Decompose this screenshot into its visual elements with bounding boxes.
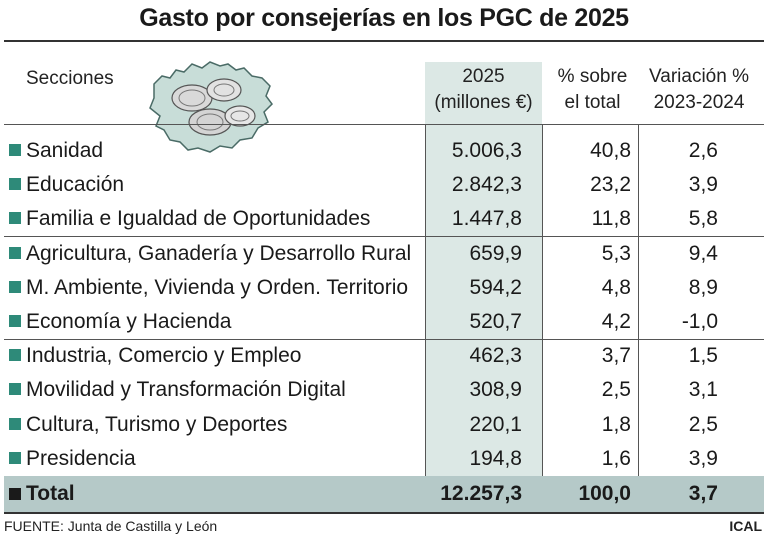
- column-divider-2: [542, 125, 543, 476]
- row-name: Sanidad: [26, 139, 104, 162]
- table-row: Sanidad 5.006,3 40,8 2,6: [4, 134, 764, 168]
- bullet-icon: [9, 212, 21, 225]
- table-row: Cultura, Turismo y Deportes 220,1 1,8 2,5: [4, 408, 764, 442]
- row-var: 1,5: [688, 344, 718, 368]
- row-name: Agricultura, Ganadería y Desarrollo Rura…: [26, 241, 412, 265]
- total-row: Total 12.257,3 100,0 3,7: [4, 476, 764, 512]
- table-row: Industria, Comercio y Empleo 462,3 3,7 1,5: [4, 339, 764, 373]
- bullet-icon: [9, 144, 21, 156]
- total-label: Total: [26, 482, 75, 505]
- row-value: 1.447,8: [451, 207, 522, 231]
- bullet-icon: [9, 280, 21, 293]
- table-row: M. Ambiente, Vivienda y Orden. Territori…: [4, 271, 764, 305]
- euro-coin-4: [224, 105, 256, 127]
- group-separator-1: [4, 236, 764, 237]
- header-secciones: Secciones: [26, 68, 114, 89]
- row-value: 194,8: [469, 446, 522, 470]
- row-pct: 4,2: [601, 310, 631, 333]
- table-row: Educación 2.842,3 23,2 3,9: [4, 168, 764, 202]
- bullet-icon: [9, 451, 21, 464]
- row-var: 5,8: [688, 207, 718, 231]
- table-row: Economía y Hacienda 520,7 4,2 -1,0: [4, 305, 764, 339]
- row-var: 8,9: [688, 275, 718, 299]
- header-pct: % sobre el total: [545, 64, 640, 116]
- header-rule: [4, 124, 764, 125]
- bullet-icon: [9, 246, 21, 259]
- row-pct: 23,2: [590, 173, 631, 197]
- row-pct: 5,3: [601, 241, 631, 265]
- region-map-shape: [149, 61, 273, 153]
- row-value: 2.842,3: [451, 173, 522, 197]
- row-name: Educación: [26, 173, 125, 197]
- total-bullet-icon: [9, 488, 21, 500]
- header-2025-line2: (millones €): [434, 92, 533, 113]
- row-name: Industria, Comercio y Empleo: [26, 344, 302, 368]
- header-2025-line1: 2025: [462, 66, 505, 87]
- row-var: -1,0: [681, 310, 718, 333]
- header-var-line1: Variación %: [649, 66, 749, 87]
- header-pct-line2: el total: [564, 92, 621, 113]
- total-value: 12.257,3: [440, 482, 522, 505]
- row-name: Economía y Hacienda: [26, 310, 232, 333]
- top-rule: [4, 40, 764, 42]
- total-pct: 100,0: [578, 482, 631, 505]
- row-pct: 4,8: [601, 275, 631, 299]
- bullet-icon: [9, 417, 21, 430]
- row-value: 462,3: [469, 344, 522, 368]
- row-name: Familia e Igualdad de Oportunidades: [26, 207, 371, 231]
- row-var: 9,4: [688, 241, 718, 265]
- bullet-icon: [9, 383, 21, 396]
- row-var: 2,6: [688, 139, 718, 162]
- row-name: Cultura, Turismo y Deportes: [26, 412, 288, 436]
- row-name: M. Ambiente, Vivienda y Orden. Territori…: [26, 275, 409, 299]
- row-var: 3,1: [688, 378, 718, 402]
- bullet-icon: [9, 349, 21, 362]
- table-row: Agricultura, Ganadería y Desarrollo Rura…: [4, 237, 764, 271]
- euro-coin-2: [206, 78, 242, 102]
- source-note: FUENTE: Junta de Castilla y León: [4, 518, 218, 534]
- row-name: Presidencia: [26, 446, 136, 470]
- row-value: 520,7: [469, 310, 522, 333]
- header-pct-line1: % sobre: [557, 66, 628, 87]
- chart-title: Gasto por consejerías en los PGC de 2025: [139, 4, 629, 32]
- row-pct: 40,8: [590, 139, 631, 162]
- column-2025-shade: [425, 62, 542, 476]
- row-pct: 1,8: [601, 412, 631, 436]
- row-value: 594,2: [469, 275, 522, 299]
- euro-coin-1: [171, 84, 213, 112]
- euro-coin-3: [188, 108, 232, 136]
- column-divider-1: [425, 125, 426, 476]
- row-pct: 2,5: [601, 378, 631, 402]
- total-var: 3,7: [688, 482, 718, 505]
- header-var-line2: 2023-2024: [653, 92, 745, 113]
- table-row: Presidencia 194,8 1,6 3,9: [4, 442, 764, 476]
- group-separator-2: [4, 339, 764, 340]
- row-pct: 11,8: [591, 207, 631, 231]
- header-variacion: Variación % 2023-2024: [638, 64, 760, 116]
- bullet-icon: [9, 178, 21, 191]
- header-2025: 2025 (millones €): [425, 64, 542, 116]
- row-value: 308,9: [469, 378, 522, 402]
- row-name: Movilidad y Transformación Digital: [26, 378, 346, 402]
- row-pct: 3,7: [601, 344, 631, 368]
- bullet-icon: [9, 315, 21, 327]
- table-row: Movilidad y Transformación Digital 308,9 2…: [4, 373, 764, 407]
- row-var: 3,9: [688, 173, 718, 197]
- bottom-rule: [4, 512, 764, 514]
- table-row: Familia e Igualdad de Oportunidades 1.447…: [4, 202, 764, 236]
- row-value: 5.006,3: [451, 139, 522, 162]
- row-var: 2,5: [688, 412, 718, 436]
- row-pct: 1,6: [601, 446, 631, 470]
- credit-label: ICAL: [729, 518, 762, 534]
- row-value: 659,9: [469, 241, 522, 265]
- column-divider-3: [638, 125, 639, 476]
- row-value: 220,1: [469, 412, 522, 436]
- row-var: 3,9: [688, 446, 718, 470]
- map-icon: [149, 61, 273, 153]
